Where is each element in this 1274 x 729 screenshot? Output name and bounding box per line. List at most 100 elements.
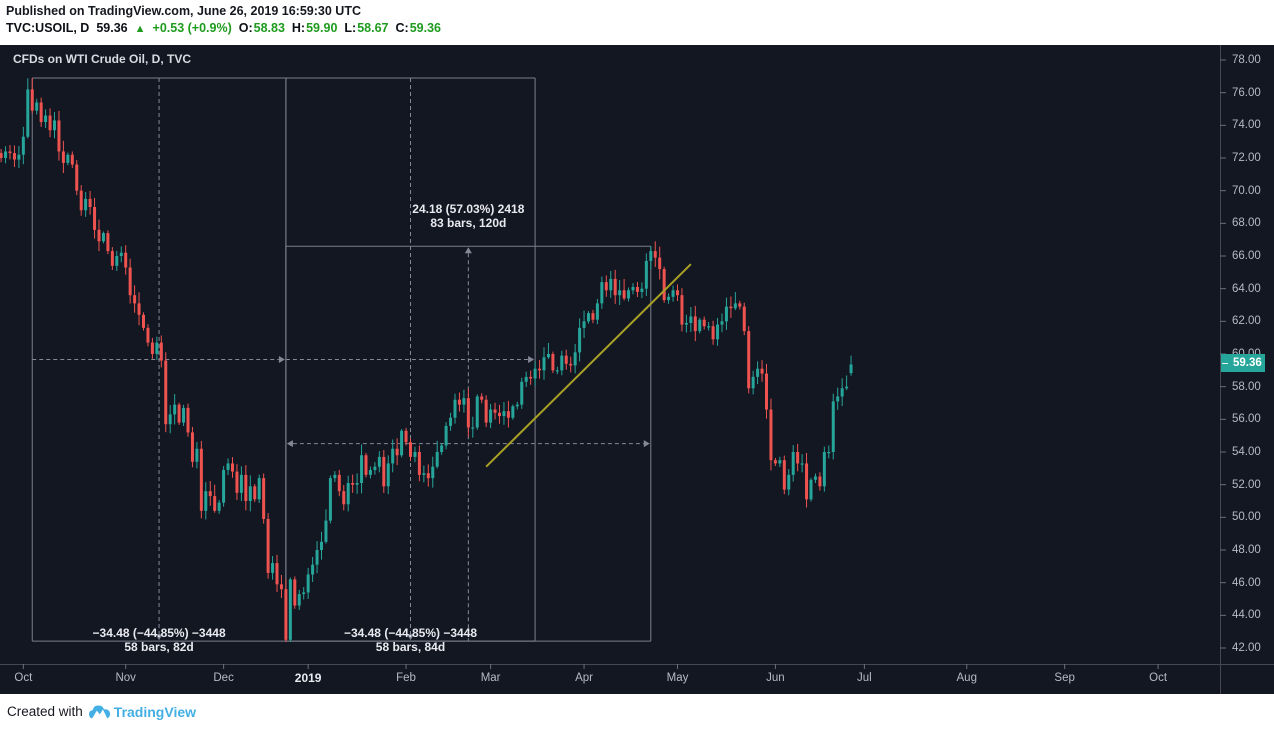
candle-body [805, 463, 809, 500]
chart-area: CFDs on WTI Crude Oil, D, TVC −34.48 (−4… [0, 45, 1274, 694]
candle-body [239, 474, 243, 493]
time-axis-label: Apr [575, 672, 593, 684]
range-value-text: −34.48 (−44.85%) −3448 [92, 626, 226, 641]
range-bars-text: 58 bars, 84d [375, 640, 446, 655]
range-value-text: −34.48 (−44.85%) −3448 [343, 626, 478, 641]
candle-body [324, 520, 328, 542]
range-arrow-icon [643, 440, 650, 448]
candle-body [698, 319, 702, 332]
price-axis-label: 72.00 [1232, 152, 1261, 164]
candle-body [88, 198, 92, 207]
candle-body [346, 483, 350, 505]
candle-body [142, 314, 145, 328]
candle-body [684, 322, 688, 325]
candle-body [422, 473, 426, 475]
candle-body [831, 401, 835, 452]
candle-body [449, 417, 453, 426]
candle-body [506, 411, 510, 418]
price-axis-label: 66.00 [1232, 250, 1261, 262]
candle-body [8, 151, 12, 154]
candle-body [542, 357, 546, 371]
candle-body [475, 396, 479, 428]
high-value: H: 59.90 [291, 21, 338, 35]
candle-body [765, 373, 768, 410]
candle-body [217, 502, 221, 511]
candle-body [613, 278, 617, 296]
candle-body [827, 452, 831, 454]
candle-body [57, 120, 61, 152]
low-value: L: 58.67 [344, 21, 389, 35]
candle-body [444, 425, 448, 446]
candle-body [279, 584, 283, 590]
candle-body [822, 452, 826, 487]
candle-body [435, 452, 439, 467]
candle-body [190, 432, 194, 462]
candle-body [578, 327, 582, 353]
candle-body [115, 256, 119, 266]
candle-body [849, 364, 853, 374]
candle-body [573, 352, 577, 366]
candle-body [836, 396, 840, 402]
candle-body [595, 303, 599, 320]
candle-body [306, 574, 310, 593]
price-axis-label: 44.00 [1232, 609, 1261, 622]
time-axis-label: May [666, 672, 689, 684]
candle-body [257, 478, 261, 500]
candle-body [676, 290, 679, 296]
candle-body [649, 251, 653, 261]
candle-body [17, 154, 21, 160]
candle-body [382, 456, 386, 487]
candle-body [204, 491, 208, 511]
candle-body [747, 331, 751, 389]
candle-body [262, 478, 266, 519]
candle-body [653, 251, 657, 258]
candle-body [845, 386, 849, 389]
price-range-up-1-label: 24.18 (57.03%) 2418 83 bars, 120d [412, 202, 524, 230]
candle-body [235, 471, 239, 493]
candle-body [368, 469, 372, 475]
candle-body [627, 290, 631, 299]
candle-body [635, 287, 639, 292]
candle-body [226, 463, 230, 470]
candle-body [426, 473, 430, 479]
candle-body [186, 407, 190, 433]
candle-body [333, 474, 337, 479]
time-axis-label: Jul [857, 672, 872, 684]
candle-body [173, 404, 177, 415]
candle-body [409, 442, 412, 457]
candle-body [738, 303, 742, 307]
candle-body [604, 282, 608, 291]
candle-body [457, 399, 461, 405]
candle-body [582, 321, 586, 328]
candle-body [244, 474, 248, 501]
candle-body [26, 89, 30, 137]
candle-body [555, 370, 559, 372]
time-axis-label: Sep [1054, 672, 1075, 684]
candle-body [248, 486, 252, 501]
candle-body [600, 282, 604, 304]
candle-body [818, 476, 822, 487]
price-axis-label: 56.00 [1232, 413, 1261, 426]
candle-body [284, 589, 288, 640]
candle-body [12, 153, 16, 160]
candle-body [53, 120, 56, 131]
candle-body [293, 579, 297, 606]
candle-body [97, 229, 101, 242]
candle-body [377, 456, 381, 467]
candle-body [564, 355, 568, 364]
candle-body [128, 267, 132, 296]
price-axis-label: 48.00 [1232, 544, 1261, 556]
trend-line [485, 263, 692, 468]
candle-body [400, 430, 404, 456]
tradingview-link[interactable]: TradingView [88, 704, 196, 720]
candle-body [778, 460, 782, 464]
candle-body [70, 154, 74, 165]
candle-body [417, 452, 421, 475]
time-axis-label: Nov [115, 672, 136, 684]
candle-body [84, 198, 88, 211]
candle-body [177, 404, 181, 423]
candle-body [61, 151, 65, 163]
candle-body [311, 564, 315, 575]
price-axis-label: 58.00 [1232, 380, 1261, 393]
price-axis-label: 78.00 [1232, 54, 1261, 66]
